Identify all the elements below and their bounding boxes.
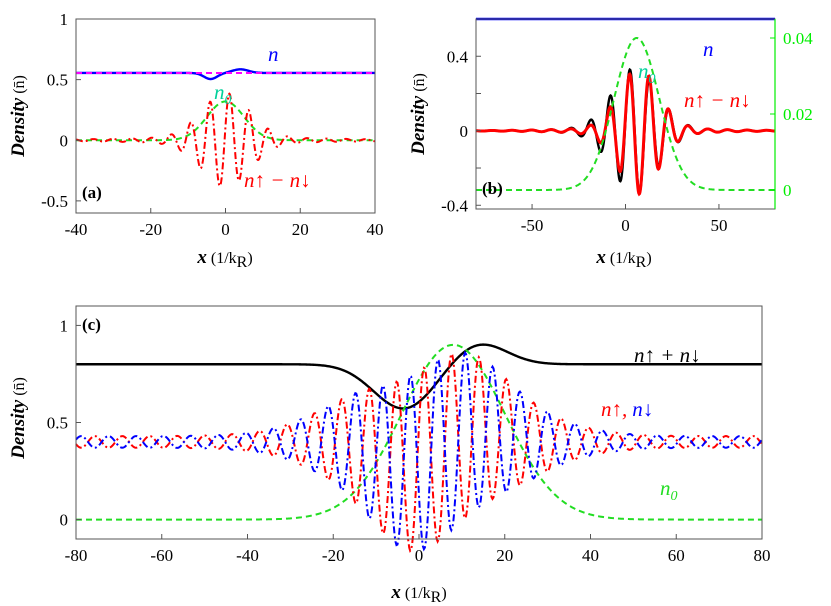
panel-a-series-3 <box>75 92 376 188</box>
panel-c-xtick-label: 20 <box>496 546 513 565</box>
panel-b-ytick-label: -0.4 <box>441 196 468 215</box>
panel-c-xtick-label: -20 <box>322 546 345 565</box>
panel-c-series-0 <box>76 343 762 410</box>
panel-b: -50 0 50 0.4 0 -0.4 0 0.02 0.04 (b) n n0 n↑ − … <box>408 17 813 271</box>
panel-a-xlabel: x (1/kR) <box>196 247 252 271</box>
panel-b-series-2 <box>475 71 776 197</box>
panel-a-diff-label: n↑ − n↓ <box>244 168 311 192</box>
panel-c-xtick-label: 40 <box>582 546 599 565</box>
panel-c-ytick-label: 1 <box>60 316 69 335</box>
panel-c-ylabel: Density(n̄) <box>8 377 29 460</box>
panel-a-n-label: n <box>268 42 279 66</box>
panel-c-xtick-label: -60 <box>150 546 173 565</box>
panel-a-label: (a) <box>82 183 102 202</box>
panel-b-xlabel: x (1/kR) <box>595 247 651 271</box>
panel-a-n0-label: n0 <box>214 80 232 108</box>
panel-a-ytick-label: 0 <box>60 131 69 150</box>
panel-c-n0-label: n0 <box>660 476 678 504</box>
panel-a-xtick-label: -40 <box>65 220 88 239</box>
panel-a-frame <box>75 18 376 214</box>
panel-c-ytick-label: 0 <box>60 511 69 530</box>
panel-b-n0-label: n0 <box>638 59 656 87</box>
panel-b-diff-label: n↑ − n↓ <box>684 88 751 112</box>
panel-b-right-ytick-label: 0.04 <box>783 29 813 48</box>
panel-a-ytick-label: 0.5 <box>47 71 68 90</box>
panel-c-updown-label: n↑, n↓ <box>601 397 653 421</box>
panel-c-xtick-label: 80 <box>754 546 771 565</box>
panel-a-xtick-label: -20 <box>139 220 162 239</box>
panel-b-n-label: n <box>703 37 714 61</box>
panel-c-xtick-label: -40 <box>236 546 259 565</box>
panel-a-ylabel: Density(n̄) <box>8 75 29 158</box>
panel-b-ylabel: Density(n̄) <box>408 73 429 156</box>
panel-a-series-2 <box>76 100 375 142</box>
panel-c-series-1 <box>76 343 762 521</box>
panel-b-xtick-label: -50 <box>521 216 544 235</box>
panel-b-series-3 <box>476 36 775 191</box>
panel-c-series-3 <box>75 350 763 552</box>
panel-c-xtick-label: -80 <box>65 546 88 565</box>
panel-a-ytick-label: 1 <box>60 10 69 29</box>
panel-c-sum-label: n↑ + n↓ <box>634 343 701 367</box>
panel-b-right-ytick-label: 0 <box>783 181 792 200</box>
panel-a-xtick-label: 0 <box>221 220 230 239</box>
panel-c-series-2 <box>75 352 763 553</box>
panel-b-xtick-label: 0 <box>621 216 630 235</box>
panel-a-series-0 <box>76 68 375 81</box>
panel-c-xtick-label: 0 <box>415 546 424 565</box>
panel-b-right-ytick-label: 0.02 <box>783 105 813 124</box>
panel-c-xlabel: x (1/kR) <box>390 582 446 606</box>
panel-a-ytick-label: -0.5 <box>41 192 68 211</box>
panel-c-ytick-label: 0.5 <box>47 414 68 433</box>
panel-c-xtick-label: 60 <box>668 546 685 565</box>
panel-a: -40 -20 0 20 40 1 0.5 0 -0.5 (a) n n0 n↑ − n↓ D… <box>8 10 384 271</box>
panel-c: -80 -60 -40 -20 0 20 40 60 80 10.50 (c) n↑ + n↓ … <box>8 305 771 606</box>
panel-b-label: (b) <box>482 179 503 198</box>
panel-b-ytick-label: 0.4 <box>447 47 469 66</box>
panel-a-xtick-label: 40 <box>367 220 384 239</box>
panel-c-label: (c) <box>82 315 101 334</box>
panel-b-xtick-label: 50 <box>710 216 727 235</box>
panel-a-xtick-label: 20 <box>292 220 309 239</box>
panel-b-ytick-label: 0 <box>460 122 469 141</box>
